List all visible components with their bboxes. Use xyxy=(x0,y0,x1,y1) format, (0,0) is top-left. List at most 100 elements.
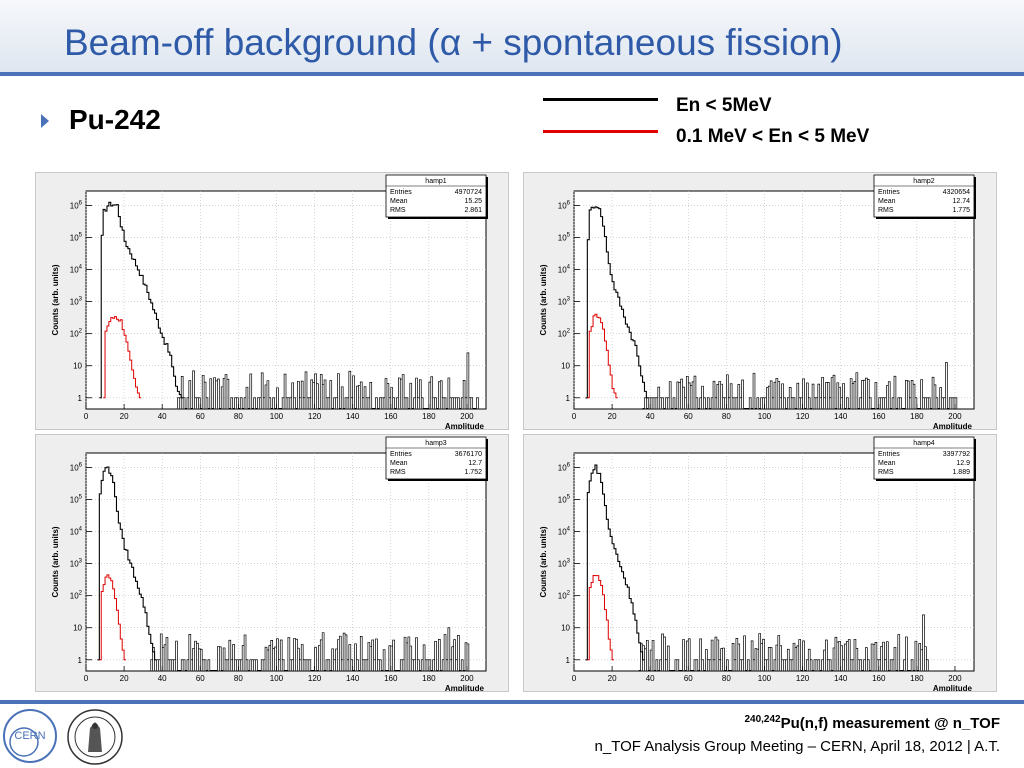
y-tick-label: 10 xyxy=(561,624,570,633)
stats-value: 3397792 xyxy=(943,451,970,458)
histogram-panel-2: 0 20 40 60 80 100 120 140 160 180 200 1 10 102 103 104 1… xyxy=(523,172,997,430)
stats-value: 4970724 xyxy=(455,189,482,196)
y-tick-label: 103 xyxy=(558,559,571,569)
stats-value: 15.25 xyxy=(464,198,482,205)
stats-key: Mean xyxy=(878,198,896,205)
y-tick-label: 106 xyxy=(70,462,83,472)
y-tick-label: 1 xyxy=(566,656,571,665)
y-tick-exponent: 5 xyxy=(567,232,571,238)
y-tick-exponent: 4 xyxy=(567,527,571,533)
x-tick-label: 160 xyxy=(872,674,886,683)
y-tick-exponent: 3 xyxy=(567,297,571,303)
x-tick-label: 160 xyxy=(872,412,886,421)
stats-key: Entries xyxy=(878,189,900,196)
x-tick-label: 120 xyxy=(308,412,322,421)
y-tick-exponent: 4 xyxy=(79,527,83,533)
x-tick-label: 80 xyxy=(722,412,731,421)
y-tick-exponent: 2 xyxy=(567,591,571,597)
histogram-panel-3: 0 20 40 60 80 100 120 140 160 180 200 1 10 102 103 104 1… xyxy=(35,434,509,692)
y-axis-label: Counts (arb. units) xyxy=(539,526,548,597)
x-tick-label: 140 xyxy=(346,674,360,683)
series-red-histogram xyxy=(587,575,614,661)
series-black-histogram xyxy=(585,206,649,399)
stats-title: hamp1 xyxy=(425,178,447,185)
y-tick-label: 103 xyxy=(558,297,571,307)
x-tick-label: 200 xyxy=(948,412,962,421)
y-tick-label: 105 xyxy=(558,232,571,242)
x-tick-label: 180 xyxy=(910,674,924,683)
y-tick-exponent: 6 xyxy=(567,200,571,206)
x-tick-label: 20 xyxy=(608,674,617,683)
series-tail-noise xyxy=(642,362,958,409)
footer-superscript: 240,242 xyxy=(744,714,781,725)
footer-divider xyxy=(0,700,1024,704)
y-tick-label: 105 xyxy=(558,494,571,504)
stats-key: Mean xyxy=(390,198,408,205)
histogram-hamp4: 0 20 40 60 80 100 120 140 160 180 200 1 10 102 103 104 1… xyxy=(539,436,976,691)
x-tick-label: 180 xyxy=(910,412,924,421)
series-red-histogram xyxy=(103,316,142,399)
series-black-histogram xyxy=(97,466,157,661)
x-tick-label: 160 xyxy=(384,674,398,683)
stats-value: 12.9 xyxy=(956,460,970,467)
x-tick-label: 100 xyxy=(270,674,284,683)
x-tick-label: 0 xyxy=(84,674,89,683)
bullet-arrow-icon xyxy=(41,114,49,128)
x-tick-label: 0 xyxy=(572,674,577,683)
y-tick-exponent: 5 xyxy=(79,232,83,238)
x-tick-label: 20 xyxy=(120,674,129,683)
footer-subtitle: n_TOF Analysis Group Meeting – CERN, Apr… xyxy=(594,738,1000,755)
y-axis-label: Counts (arb. units) xyxy=(51,264,60,335)
stats-value: 4320654 xyxy=(943,189,970,196)
stats-key: Entries xyxy=(390,451,412,458)
histogram-hamp3: 0 20 40 60 80 100 120 140 160 180 200 1 10 102 103 104 1… xyxy=(51,436,488,691)
y-tick-label: 102 xyxy=(558,329,571,339)
stats-value: 1.775 xyxy=(952,207,970,214)
y-tick-exponent: 2 xyxy=(79,591,83,597)
legend-line-black xyxy=(543,98,658,101)
x-tick-label: 180 xyxy=(422,412,436,421)
x-tick-label: 60 xyxy=(196,674,205,683)
y-tick-exponent: 4 xyxy=(79,265,83,271)
x-tick-label: 0 xyxy=(84,412,89,421)
x-tick-label: 40 xyxy=(646,674,655,683)
y-tick-label: 105 xyxy=(70,232,83,242)
x-tick-label: 20 xyxy=(608,412,617,421)
x-tick-label: 40 xyxy=(158,674,167,683)
footer-title-text: Pu(n,f) measurement @ n_TOF xyxy=(780,715,1000,732)
stats-box xyxy=(873,174,975,218)
stats-value: 12.74 xyxy=(952,198,970,205)
y-tick-label: 104 xyxy=(70,265,83,275)
y-tick-label: 104 xyxy=(70,527,83,537)
legend-label-red: 0.1 MeV < En < 5 MeV xyxy=(676,126,870,147)
series-tail-noise xyxy=(177,352,479,409)
stats-value: 12.7 xyxy=(468,460,482,467)
y-tick-label: 102 xyxy=(70,591,83,601)
y-tick-label: 1 xyxy=(566,394,571,403)
plot-frame xyxy=(573,190,975,410)
stats-value: 2.861 xyxy=(464,207,482,214)
stats-key: RMS xyxy=(390,207,406,214)
x-tick-label: 0 xyxy=(572,412,577,421)
legend-label-black: En < 5MeV xyxy=(676,95,772,116)
y-tick-exponent: 6 xyxy=(79,462,83,468)
y-tick-exponent: 5 xyxy=(79,494,83,500)
x-tick-label: 100 xyxy=(758,674,772,683)
series-black-histogram xyxy=(585,464,645,661)
stats-title: hamp3 xyxy=(425,440,447,447)
y-tick-exponent: 3 xyxy=(79,559,83,565)
x-tick-label: 200 xyxy=(948,674,962,683)
x-tick-label: 120 xyxy=(796,674,810,683)
stats-box xyxy=(385,436,487,480)
x-tick-label: 120 xyxy=(308,674,322,683)
y-tick-label: 103 xyxy=(70,559,83,569)
stats-value: 1.889 xyxy=(952,469,970,476)
series-tail-noise xyxy=(150,627,470,671)
series-red-histogram xyxy=(587,313,618,399)
x-tick-label: 80 xyxy=(234,412,243,421)
bullet-text: Pu-242 xyxy=(69,104,161,135)
x-tick-label: 100 xyxy=(270,412,284,421)
x-axis-label: Amplitude xyxy=(933,422,973,429)
x-tick-label: 60 xyxy=(684,412,693,421)
svg-text:CERN: CERN xyxy=(14,730,45,742)
